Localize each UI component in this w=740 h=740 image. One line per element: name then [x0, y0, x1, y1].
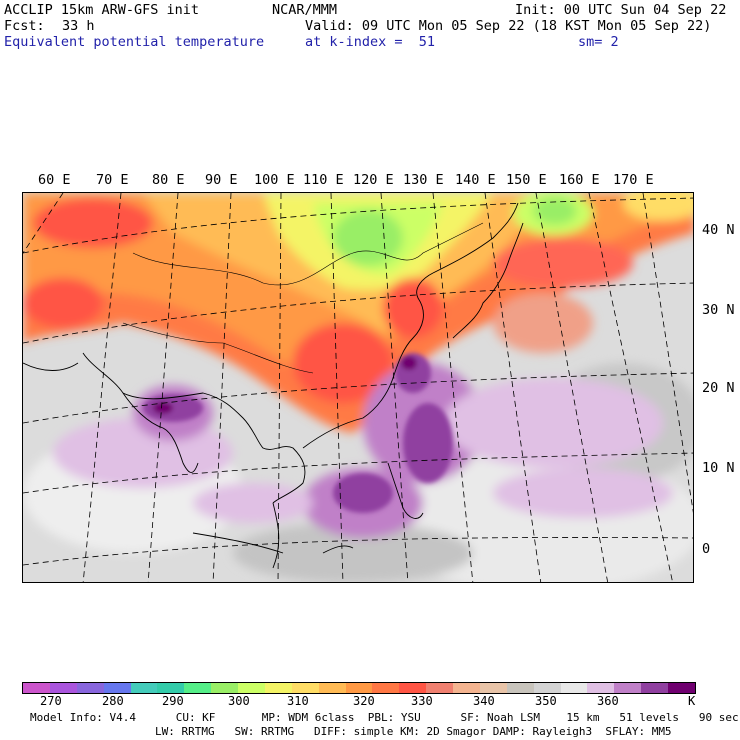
lat-label: 10 N: [702, 460, 735, 476]
colorbar-swatch: [211, 683, 238, 693]
center-label: NCAR/MMM: [272, 2, 338, 18]
colorbar-swatch: [533, 683, 561, 693]
colorbar-swatch: [426, 683, 453, 693]
colorbar-unit: K: [688, 694, 696, 708]
lon-label: 70 E: [96, 172, 129, 188]
theta-e-map: [22, 192, 694, 583]
colorbar-swatch: [614, 683, 642, 693]
colorbar-swatch: [479, 683, 507, 693]
lon-label: 110 E: [303, 172, 344, 188]
lon-label: 140 E: [455, 172, 496, 188]
coastlines: [23, 202, 524, 569]
lon-label: 100 E: [254, 172, 295, 188]
colorbar-swatch: [264, 683, 292, 693]
forecast-hour: 33 h: [62, 18, 95, 34]
colorbar-tick: 350: [535, 694, 557, 708]
colorbar-swatch: [399, 683, 427, 693]
lon-label: 170 E: [613, 172, 654, 188]
colorbar-swatch: [49, 683, 77, 693]
colorbar-swatch: [453, 683, 480, 693]
colorbar-swatch: [238, 683, 265, 693]
model-info-line1: Model Info: V4.4 CU: KF MP: WDM 6class P…: [30, 711, 739, 724]
lon-label: 60 E: [38, 172, 71, 188]
colorbar-swatch: [130, 683, 158, 693]
colorbar-tick: 310: [287, 694, 309, 708]
colorbar-tick: 290: [162, 694, 184, 708]
lat-label: 20 N: [702, 380, 735, 396]
colorbar-tick: 300: [228, 694, 250, 708]
graticule: [23, 193, 693, 582]
colorbar-swatch: [103, 683, 131, 693]
model-title: ACCLIP 15km ARW-GFS init: [4, 2, 200, 18]
colorbar-swatch: [291, 683, 319, 693]
colorbar-swatch: [345, 683, 373, 693]
colorbar-swatch: [184, 683, 212, 693]
intense-convection: [143, 353, 453, 513]
valid-time: Valid: 09 UTC Mon 05 Sep 22 (18 KST Mon …: [305, 18, 712, 34]
lat-label: 0: [702, 541, 711, 557]
smoothing-label: sm= 2: [578, 34, 619, 50]
lon-label: 160 E: [559, 172, 600, 188]
colorbar-swatch: [318, 683, 346, 693]
lon-label: 130 E: [403, 172, 444, 188]
colorbar-swatch: [506, 683, 534, 693]
lat-label: 40 N: [702, 222, 735, 238]
colorbar-swatch: [641, 683, 668, 693]
lat-label: 30 N: [702, 302, 735, 318]
colorbar-tick: 320: [353, 694, 375, 708]
colorbar-tick: 270: [40, 694, 62, 708]
lon-label: 150 E: [506, 172, 547, 188]
colorbar-tick: 330: [411, 694, 433, 708]
colorbar-tick: 360: [597, 694, 619, 708]
forecast-label: Fcst:: [4, 18, 45, 34]
field-name: Equivalent potential temperature: [4, 34, 265, 50]
colorbar-tick: 340: [473, 694, 495, 708]
colorbar-swatch: [76, 683, 104, 693]
colorbar-swatch: [668, 683, 695, 693]
colorbar: [22, 682, 696, 694]
level-label: at k-index = 51: [305, 34, 436, 50]
model-info-line2: LW: RRTMG SW: RRTMG DIFF: simple KM: 2D …: [155, 725, 672, 738]
colorbar-swatch: [157, 683, 185, 693]
lon-label: 90 E: [205, 172, 238, 188]
lon-label: 120 E: [353, 172, 394, 188]
colorbar-tick: 280: [102, 694, 124, 708]
colorbar-swatch: [372, 683, 400, 693]
colorbar-swatch: [587, 683, 615, 693]
colorbar-swatch: [23, 683, 50, 693]
field-fill: [23, 193, 693, 582]
map-canvas: [23, 193, 693, 582]
lon-label: 80 E: [152, 172, 185, 188]
colorbar-swatch: [560, 683, 588, 693]
init-time: Init: 00 UTC Sun 04 Sep 22: [515, 2, 727, 18]
